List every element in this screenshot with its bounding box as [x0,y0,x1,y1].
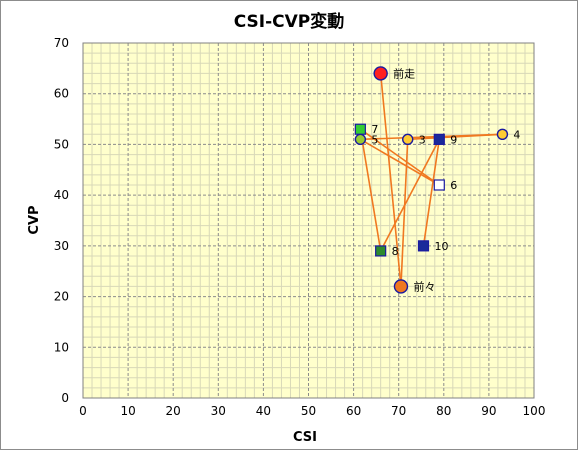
marker-前々 [393,279,409,294]
point-label-8: 8 [392,245,399,258]
y-tick-label: 60 [54,87,69,101]
x-tick-label: 40 [256,404,271,418]
x-tick-label: 70 [391,404,406,418]
marker-4 [496,128,509,140]
x-tick-label: 90 [481,404,496,418]
marker-5 [354,133,367,146]
path-segment [400,139,409,287]
y-tick-label: 20 [54,290,69,304]
path-segment [379,138,440,252]
point-label-前走: 前走 [393,66,415,80]
marker-7 [354,123,366,135]
series-path [359,73,503,287]
y-tick-label: 40 [54,188,69,202]
marker-8 [375,245,387,257]
y-axis-ticks: 0 10 20 30 40 50 60 70 [54,36,69,405]
point-label-10: 10 [435,240,449,253]
path-segment [360,133,503,141]
x-tick-label: 10 [120,404,135,418]
point-label-前々: 前々 [413,279,435,293]
marker-3 [402,133,414,146]
x-tick-label: 0 [79,404,87,418]
minor-gridlines [83,43,534,398]
path-segment [359,138,440,186]
y-tick-label: 0 [61,391,69,405]
y-tick-label: 50 [54,137,69,151]
point-label-3: 3 [419,133,426,146]
plot-border [82,42,535,399]
marker-10 [417,240,430,252]
y-tick-label: 70 [54,36,69,50]
x-tick-label: 100 [523,404,546,418]
chart-title: CSI-CVP変動 [234,11,345,32]
path-segment [359,129,382,252]
series-markers [354,66,509,294]
point-label-6: 6 [450,179,457,192]
point-label-9: 9 [450,133,457,146]
marker-9 [433,133,445,145]
path-segment [379,73,402,287]
point-label-5: 5 [371,133,378,146]
point-label-7: 7 [371,123,378,136]
x-tick-label: 30 [211,404,226,418]
path-segment [359,128,440,186]
marker-6 [433,179,445,191]
point-label-4: 4 [513,128,520,141]
path-segment [422,139,441,246]
x-tick-label: 20 [166,404,181,418]
y-tick-label: 10 [54,340,69,354]
x-tick-label: 50 [301,404,316,418]
x-tick-label: 80 [436,404,451,418]
y-tick-label: 30 [54,239,69,253]
y-axis-label: CVP [27,205,42,234]
x-axis-ticks: 0 10 20 30 40 50 60 70 80 90 100 [79,404,545,418]
x-axis-label: CSI [293,430,317,445]
x-tick-label: 60 [346,404,361,418]
marker-前走 [373,66,388,81]
